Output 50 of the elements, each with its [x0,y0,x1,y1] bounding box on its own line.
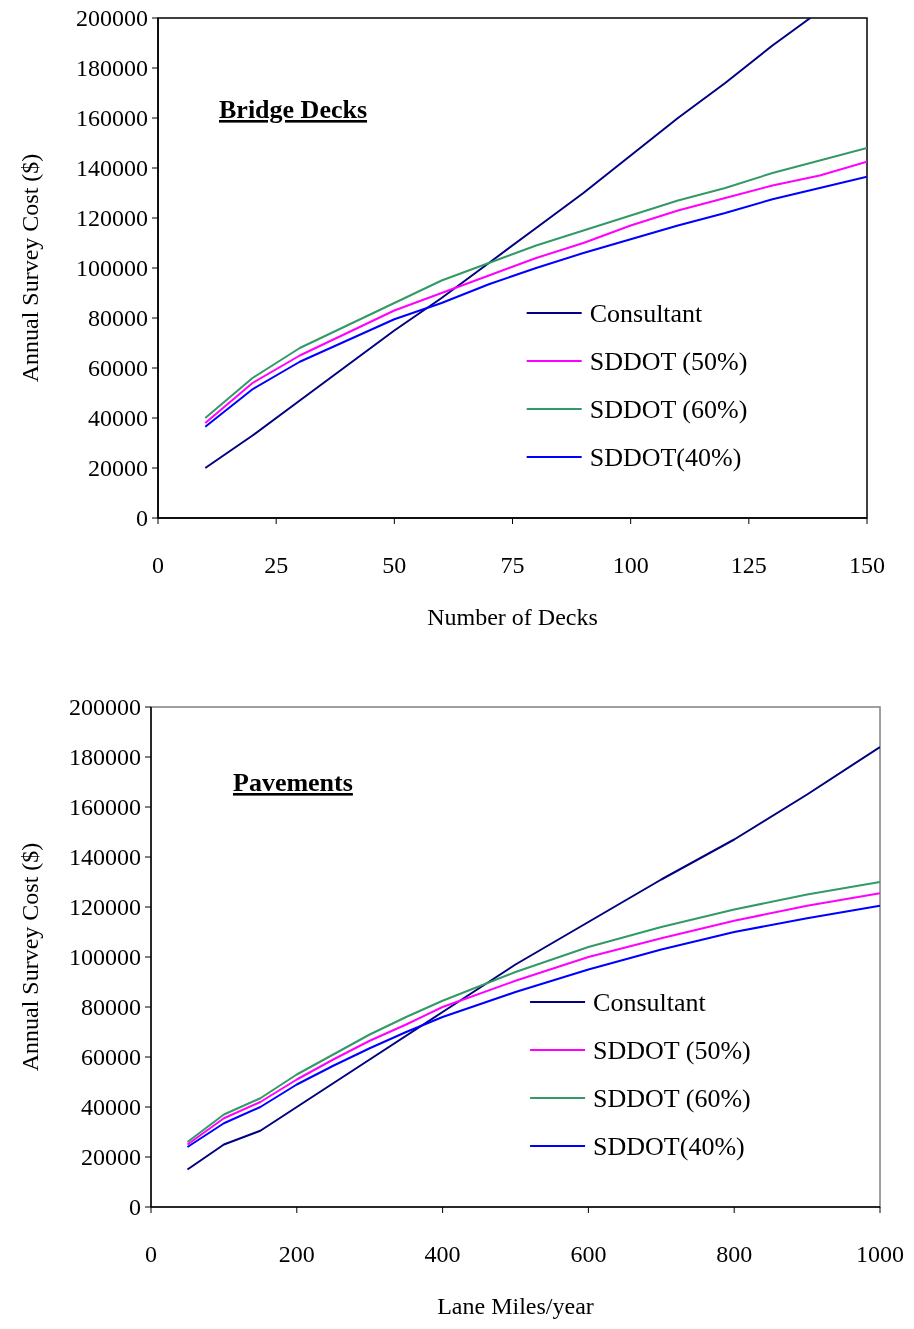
y-axis-title: Annual Survey Cost ($) [17,842,43,1072]
y-axis-title: Annual Survey Cost ($) [17,153,43,383]
x-tick-label: 400 [424,1241,461,1267]
y-tick-label: 120000 [76,205,148,232]
y-tick-label: 200000 [76,5,148,32]
text: Bridge Decks [219,95,368,124]
line-series [186,746,880,1171]
line-series [204,18,812,469]
legend-label: Consultant [589,299,704,329]
y-tick-label: 80000 [81,994,141,1021]
x-tick-label: 150 [849,552,885,578]
y-tick-label: 20000 [81,1144,141,1171]
y-tick-label: 140000 [76,155,148,182]
x-tick-label: 25 [264,552,289,578]
x-tick-label: 125 [730,552,767,578]
legend-label: SDDOT (60%) [593,1084,751,1114]
y-tick-label: 60000 [88,355,148,382]
legend-label: Consultant [593,988,707,1018]
y-tick-label: 120000 [69,894,141,921]
legend-label: SDDOT (50%) [589,347,748,377]
legend-label: SDDOT (50%) [593,1036,751,1066]
y-tick-label: 80000 [88,305,148,332]
x-tick-label: 1000 [856,1241,904,1267]
y-tick-label: 60000 [81,1044,141,1071]
x-tick-label: 75 [500,552,525,578]
text: Pavements [233,768,353,797]
legend-label: SDDOT(40%) [589,443,742,473]
y-tick-label: 160000 [76,105,148,132]
x-tick-label: 800 [716,1241,753,1267]
x-tick-label: 50 [382,552,407,578]
x-tick-label: 0 [152,552,164,578]
x-tick-label: 600 [570,1241,607,1267]
y-tick-label: 0 [129,1194,141,1221]
y-tick-label: 100000 [76,255,148,282]
y-tick-label: 200000 [69,694,141,721]
x-tick-label: 100 [612,552,649,578]
y-tick-label: 40000 [88,405,148,432]
y-tick-label: 160000 [69,794,141,821]
y-tick-label: 140000 [69,844,141,871]
y-tick-label: 180000 [69,744,141,771]
x-axis-title: Number of Decks [427,604,598,630]
y-tick-label: 40000 [81,1094,141,1121]
y-tick-label: 100000 [69,944,141,971]
x-axis-title: Lane Miles/year [437,1293,594,1319]
legend-label: SDDOT(40%) [593,1132,745,1162]
x-tick-label: 200 [278,1241,315,1267]
y-tick-label: 0 [136,505,148,532]
y-tick-label: 180000 [76,55,148,82]
y-tick-label: 20000 [88,455,148,482]
legend-label: SDDOT (60%) [589,395,748,425]
